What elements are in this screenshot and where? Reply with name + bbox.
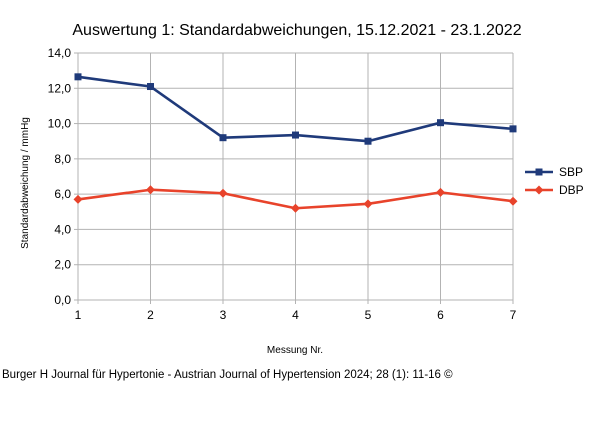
data-point-dbp	[508, 196, 518, 206]
y-tick-label: 0,0	[54, 293, 71, 307]
data-point-dbp	[218, 188, 228, 198]
line-chart: Auswertung 1: Standardabweichungen, 15.1…	[20, 22, 584, 356]
data-point-sbp	[437, 119, 444, 127]
y-axis-label: Standardabweichung / mmHg	[20, 117, 31, 249]
y-tick-labels: 0,0 2,0 4,0 6,0 8,0 10,0 12,0 14,0	[48, 46, 72, 307]
x-tick-labels: 1 2 3 4 5 6 7	[75, 308, 517, 322]
legend-label: DBP	[559, 183, 584, 197]
chart-title: Auswertung 1: Standardabweichungen, 15.1…	[72, 22, 521, 39]
series-sbp	[74, 73, 517, 145]
y-tick-label: 2,0	[54, 258, 71, 272]
data-point-sbp	[219, 134, 227, 142]
series-dbp	[73, 185, 518, 213]
y-tick-label: 4,0	[54, 222, 71, 236]
x-tick-label: 3	[220, 308, 227, 322]
data-point-sbp	[147, 83, 154, 91]
data-point-dbp	[363, 199, 373, 209]
legend-label: SBP	[559, 165, 583, 179]
y-tick-label: 6,0	[54, 187, 71, 201]
data-point-sbp	[364, 137, 372, 145]
x-tick-label: 2	[147, 308, 154, 322]
data-point-sbp	[74, 73, 82, 81]
data-point-dbp	[436, 187, 445, 197]
x-tick-label: 6	[437, 308, 444, 322]
gridlines	[77, 52, 514, 304]
legend-item-sbp: SBP	[525, 165, 583, 179]
axes	[74, 52, 78, 301]
legend-swatch-marker	[534, 185, 544, 195]
y-tick-label: 12,0	[48, 81, 72, 95]
data-point-dbp	[73, 194, 83, 204]
y-tick-label: 10,0	[48, 117, 72, 131]
y-tick-label: 14,0	[48, 46, 72, 60]
series-group	[73, 73, 518, 213]
source-caption: Burger H Journal für Hypertonie - Austri…	[2, 369, 453, 381]
data-point-dbp	[146, 185, 155, 195]
legend: SBP DBP	[525, 165, 584, 197]
y-tick-label: 8,0	[54, 152, 71, 166]
x-tick-label: 5	[365, 308, 372, 322]
data-point-sbp	[509, 125, 517, 133]
data-point-dbp	[291, 203, 300, 213]
x-axis-label: Messung Nr.	[267, 345, 323, 356]
legend-swatch-marker	[535, 168, 543, 176]
x-tick-label: 7	[510, 308, 517, 322]
legend-item-dbp: DBP	[525, 183, 584, 197]
data-point-sbp	[292, 131, 299, 139]
x-tick-label: 4	[292, 308, 299, 322]
x-tick-label: 1	[75, 308, 82, 322]
